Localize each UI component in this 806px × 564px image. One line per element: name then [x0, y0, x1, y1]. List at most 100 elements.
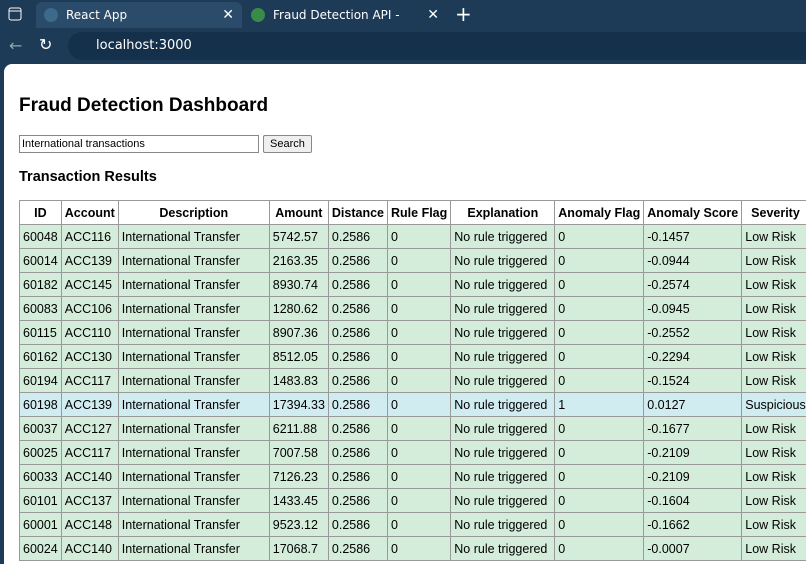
table-cell: ACC106 — [60, 296, 119, 321]
table-cell: 60101 — [19, 488, 62, 513]
table-cell: Low Risk — [741, 488, 806, 513]
table-cell: 17394.33 — [268, 392, 329, 417]
table-cell: 0.2586 — [327, 368, 389, 393]
new-tab[interactable]: + — [455, 2, 472, 26]
table-cell: 0 — [554, 296, 645, 321]
table-cell: No rule triggered — [450, 416, 556, 441]
tab[interactable]: React App ✕ — [36, 2, 242, 28]
table-cell: 60048 — [19, 224, 62, 249]
column-header: Account — [60, 200, 119, 225]
page-title: Fraud Detection Dashboard — [19, 95, 269, 116]
tab-close[interactable]: ✕ — [222, 7, 234, 23]
table-cell: 1280.62 — [268, 296, 329, 321]
table-cell: No rule triggered — [450, 368, 556, 393]
table-cell: 0 — [387, 296, 452, 321]
table-cell: 0 — [387, 320, 452, 345]
table-cell: No rule triggered — [450, 296, 556, 321]
table-cell: -0.2574 — [643, 272, 743, 297]
results-table: ID Account Description Amount Distance Rule F… — [19, 200, 806, 561]
table-cell: International Transfer — [117, 392, 270, 417]
table-cell: ACC140 — [60, 536, 119, 561]
table-row: 60182 ACC145 International Transfer 8930.74… — [19, 272, 806, 297]
table-cell: ACC139 — [60, 392, 119, 417]
table-cell: 0.2586 — [327, 272, 389, 297]
table-cell: -0.2109 — [643, 464, 743, 489]
table-cell: 0 — [387, 224, 452, 249]
table-row: 60025 ACC117 International Transfer 7007.58… — [19, 440, 806, 465]
table-cell: International Transfer — [117, 512, 270, 537]
table-cell: 0.2586 — [327, 512, 389, 537]
table-row: 60014 ACC139 International Transfer 2163.35… — [19, 248, 806, 273]
table-row: 60037 ACC127 International Transfer 6211.88… — [19, 416, 806, 441]
table-cell: No rule triggered — [450, 320, 556, 345]
table-cell: 0.2586 — [327, 248, 389, 273]
table-cell: 1 — [554, 392, 645, 417]
page: Fraud Detection Dashboard International … — [4, 64, 806, 564]
table-cell: 0 — [387, 440, 452, 465]
table-row: 60083 ACC106 International Transfer 1280.62… — [19, 296, 806, 321]
table-cell: No rule triggered — [450, 512, 556, 537]
column-header: Anomaly Flag — [554, 200, 645, 225]
table-cell: ACC110 — [60, 320, 119, 345]
table-cell: 60162 — [19, 344, 62, 369]
table-cell: Low Risk — [741, 272, 806, 297]
tab-close[interactable]: ✕ — [427, 7, 439, 23]
table-cell: 0.2586 — [327, 296, 389, 321]
table-cell: 7126.23 — [268, 464, 329, 489]
table-cell: 60037 — [19, 416, 62, 441]
column-header: Rule Flag — [387, 200, 452, 225]
table-cell: 60194 — [19, 368, 62, 393]
table-cell: 1483.83 — [268, 368, 329, 393]
table-cell: 0.2586 — [327, 392, 389, 417]
table-cell: Low Risk — [741, 224, 806, 249]
table-cell: ACC139 — [60, 248, 119, 273]
table-cell: 6211.88 — [268, 416, 329, 441]
table-cell: 0 — [554, 488, 645, 513]
table-row: 60115 ACC110 International Transfer 8907.36… — [19, 320, 806, 345]
table-cell: Low Risk — [741, 536, 806, 561]
table-cell: 0.2586 — [327, 488, 389, 513]
table-cell: 9523.12 — [268, 512, 329, 537]
table-cell: 1433.45 — [268, 488, 329, 513]
table-cell: -0.1677 — [643, 416, 743, 441]
column-header: Amount — [268, 200, 329, 225]
table-cell: International Transfer — [117, 464, 270, 489]
table-cell: 0 — [387, 512, 452, 537]
table-cell: No rule triggered — [450, 464, 556, 489]
table-row: 60033 ACC140 International Transfer 7126.23… — [19, 464, 806, 489]
search-button[interactable]: Search — [263, 135, 312, 153]
table-cell: 17068.7 — [268, 536, 329, 561]
table-cell: No rule triggered — [450, 536, 556, 561]
table-cell: -0.2294 — [643, 344, 743, 369]
table-cell: No rule triggered — [450, 344, 556, 369]
table-cell: 0 — [554, 248, 645, 273]
table-cell: Low Risk — [741, 368, 806, 393]
table-row: 60101 ACC137 International Transfer 1433.45… — [19, 488, 806, 513]
table-cell: 0 — [387, 464, 452, 489]
table-cell: 0 — [554, 320, 645, 345]
table-cell: 60001 — [19, 512, 62, 537]
address-bar[interactable]: localhost:3000 — [68, 32, 806, 60]
table-cell: No rule triggered — [450, 392, 556, 417]
tab[interactable]: Fraud Detection API - Swagger UI✕ — [243, 2, 447, 48]
table-cell: ACC130 — [60, 344, 119, 369]
table-cell: 0 — [554, 440, 645, 465]
column-header: Distance — [327, 200, 389, 225]
table-cell: -0.1662 — [643, 512, 743, 537]
table-cell: International Transfer — [117, 536, 270, 561]
table-cell: International Transfer — [117, 224, 270, 249]
table-cell: 7007.58 — [268, 440, 329, 465]
table-cell: 0.2586 — [327, 344, 389, 369]
table-cell: No rule triggered — [450, 488, 556, 513]
table-cell: 8512.05 — [268, 344, 329, 369]
back-button[interactable]: ← — [9, 36, 23, 55]
reload-button[interactable]: ↻ — [39, 35, 53, 54]
table-cell: 0.2586 — [327, 320, 389, 345]
table-cell: 0 — [554, 368, 645, 393]
table-cell: 0.2586 — [327, 440, 389, 465]
table-cell: Suspicious — [741, 392, 806, 417]
table-cell: 0 — [387, 488, 452, 513]
table-cell: 60115 — [19, 320, 62, 345]
search-input[interactable]: International transactions — [19, 135, 259, 153]
